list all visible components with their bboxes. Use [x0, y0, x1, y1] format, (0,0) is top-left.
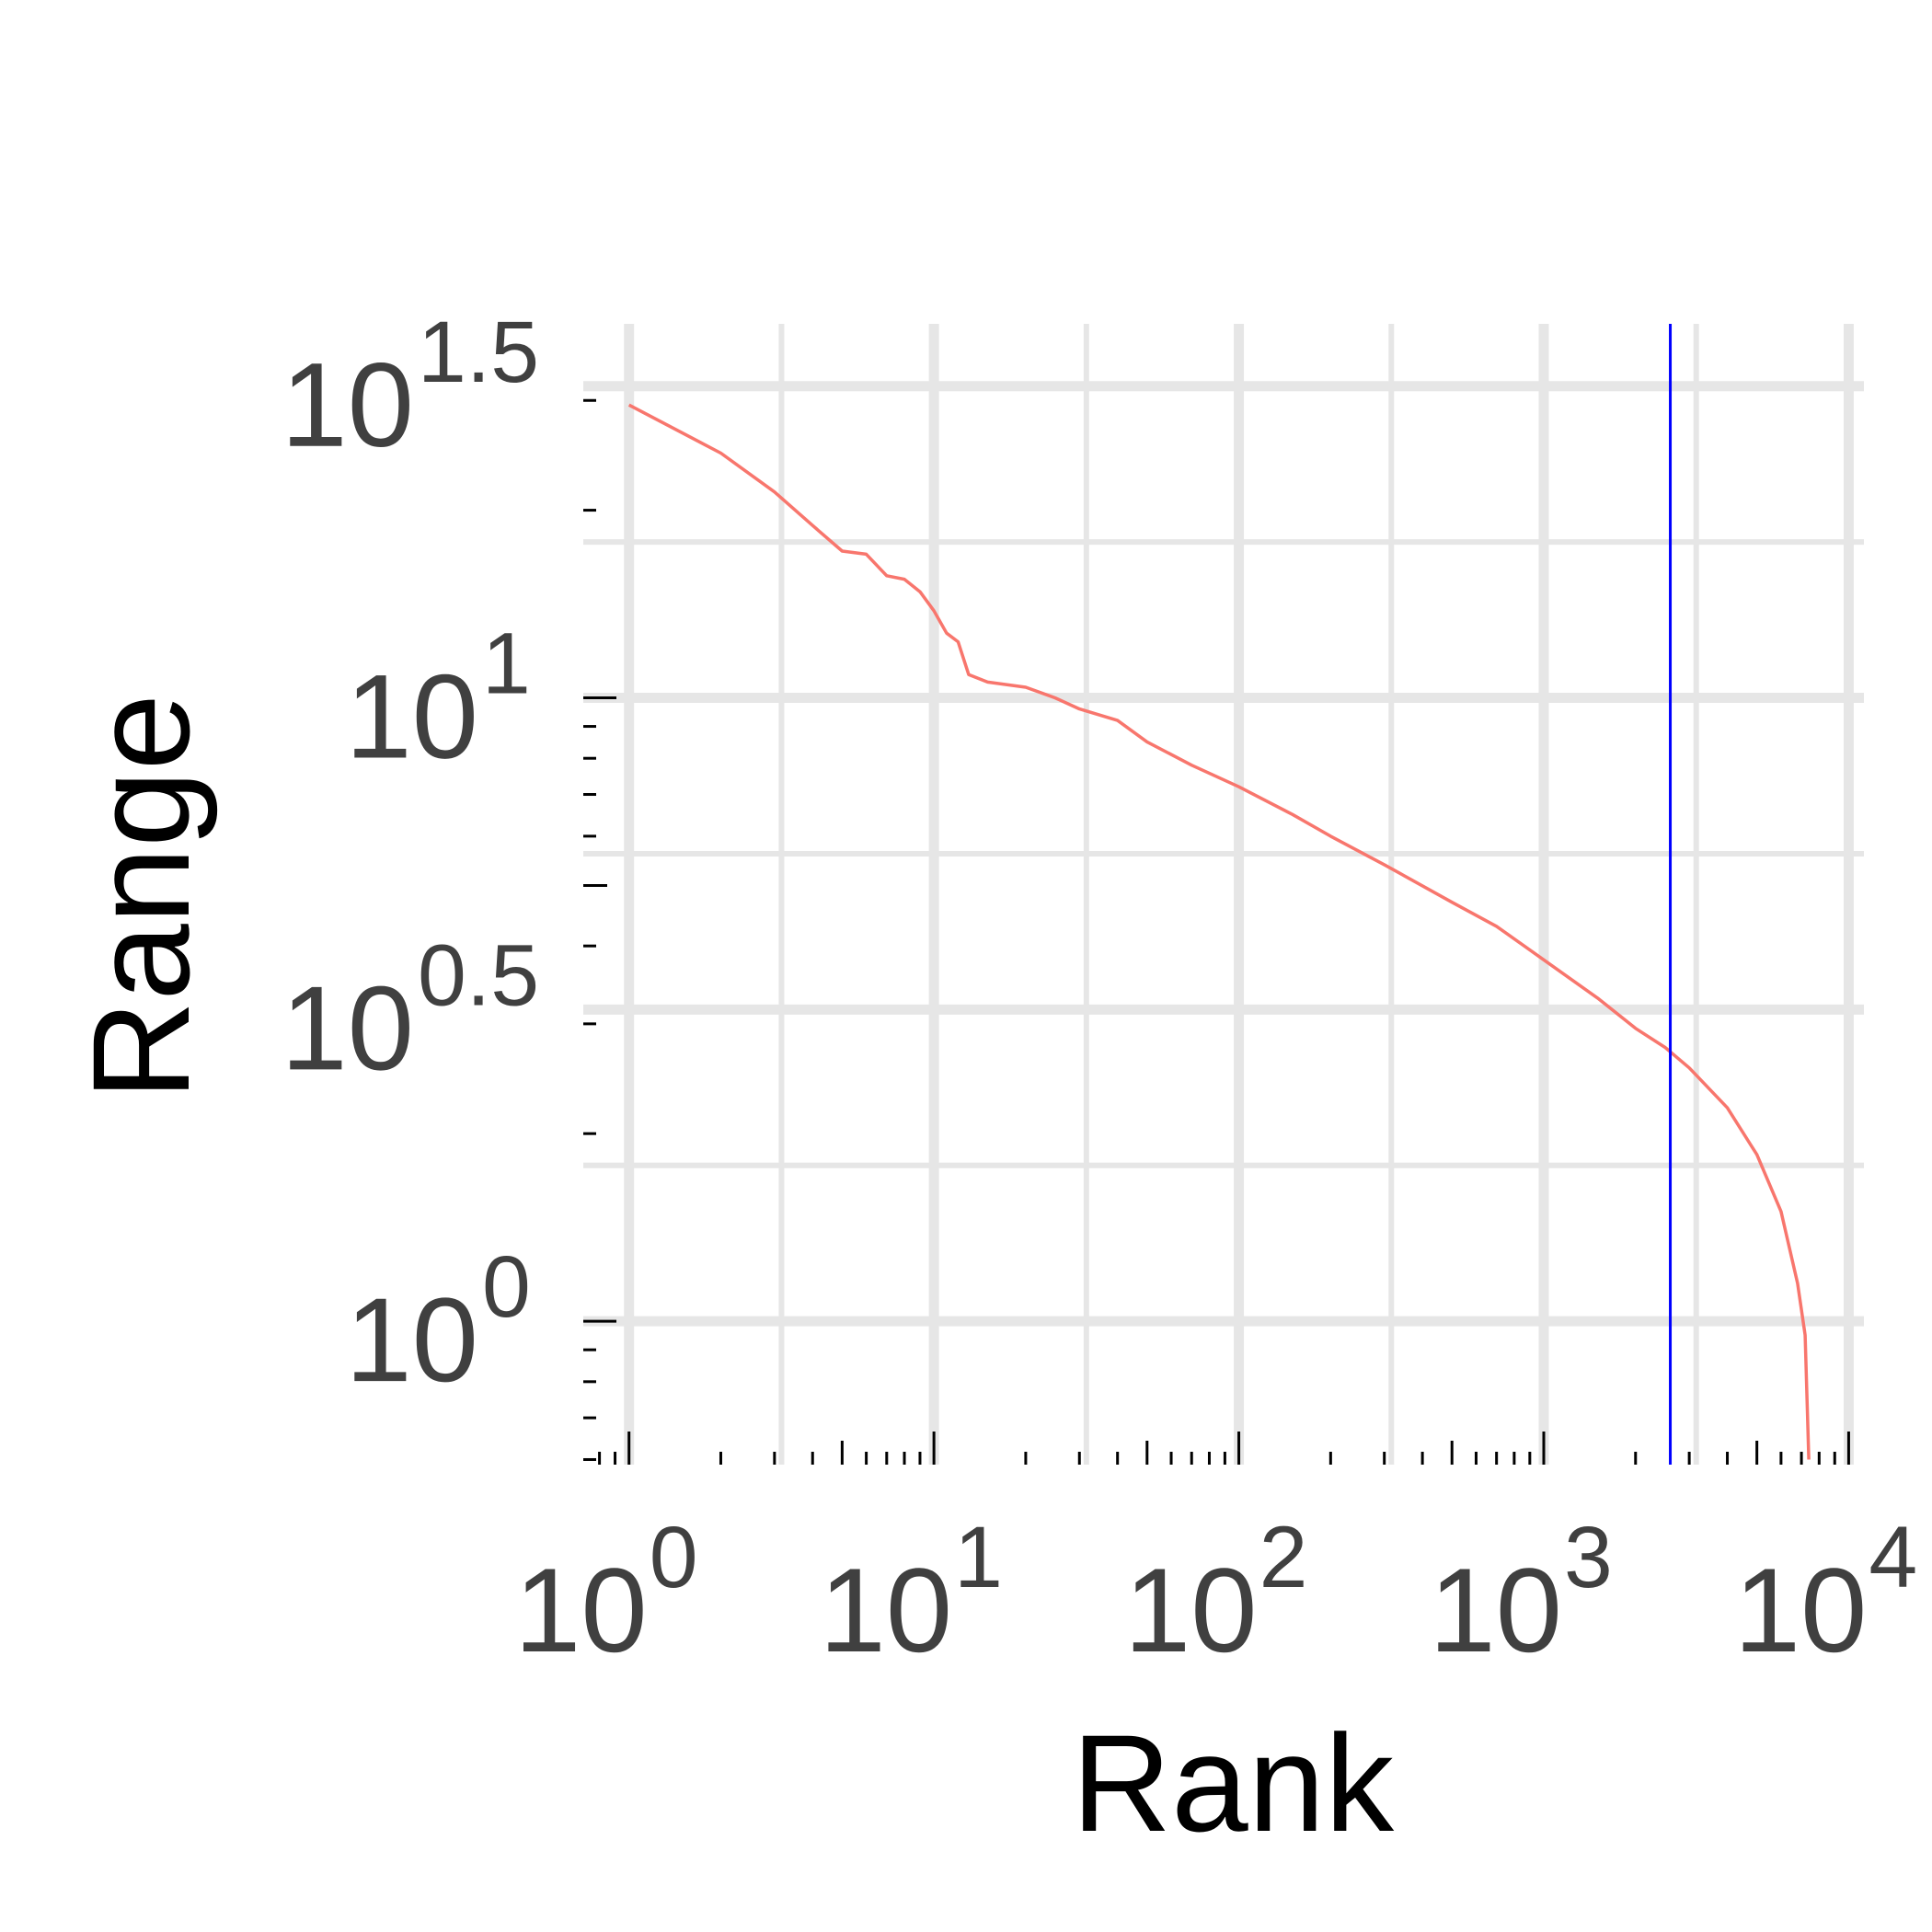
y-axis-title: Range — [63, 694, 218, 1100]
x-tick-exponent: 3 — [1564, 1509, 1613, 1606]
y-tick-exponent: 1.5 — [418, 304, 539, 401]
x-tick-exponent: 1 — [954, 1509, 1003, 1606]
x-tick-label: 10 — [820, 1543, 953, 1677]
x-tick-exponent: 2 — [1259, 1509, 1308, 1606]
x-axis-title: Rank — [1072, 1706, 1395, 1860]
grid — [583, 324, 1864, 1465]
y-tick-label: 10 — [281, 960, 414, 1095]
series-layer — [627, 403, 1811, 1460]
tick-labels: 10 0 10 1 10 2 10 3 10 410 010 0.510 110 1.5 — [281, 304, 1917, 1677]
x-tick-label: 10 — [1429, 1543, 1562, 1677]
y-tick-label: 10 — [281, 338, 414, 472]
x-tick-label: 10 — [514, 1543, 648, 1677]
y-tick-label: 10 — [345, 1272, 478, 1407]
y-tick-exponent: 0 — [482, 1238, 531, 1336]
x-tick-exponent: 4 — [1869, 1509, 1917, 1606]
x-tick-label: 10 — [1124, 1543, 1258, 1677]
y-tick-exponent: 0.5 — [418, 926, 539, 1024]
y-tick-label: 10 — [345, 650, 478, 784]
y-tick-exponent: 1 — [482, 615, 531, 713]
minor-ticks — [583, 398, 1850, 1465]
series-line — [627, 403, 1811, 1460]
x-tick-exponent: 0 — [650, 1509, 698, 1606]
x-tick-label: 10 — [1734, 1543, 1868, 1677]
